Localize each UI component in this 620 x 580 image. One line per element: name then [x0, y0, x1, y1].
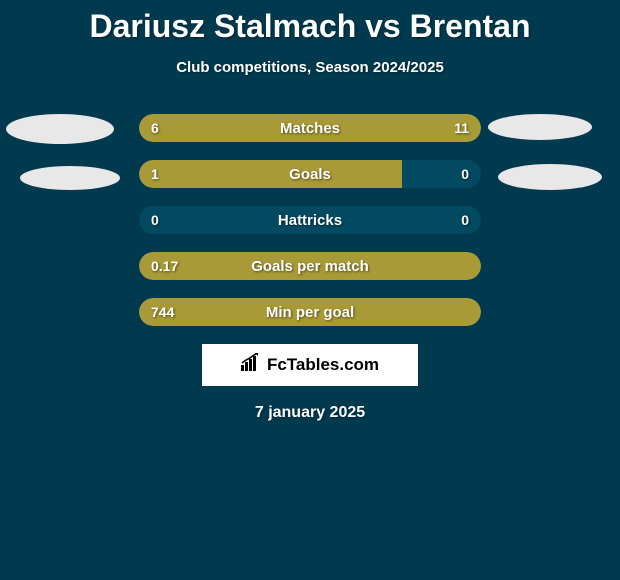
chart-icon — [241, 353, 263, 378]
page-title: Dariusz Stalmach vs Brentan — [0, 0, 620, 45]
comparison-chart: 6Matches111Goals00Hattricks00.17Goals pe… — [0, 114, 620, 326]
stat-label: Matches — [139, 114, 481, 142]
stat-right-value: 0 — [461, 206, 469, 234]
stat-label: Goals — [139, 160, 481, 188]
team-ellipse-3 — [498, 164, 602, 190]
stat-row-hattricks: 0Hattricks0 — [139, 206, 481, 234]
stat-right-value: 0 — [461, 160, 469, 188]
team-ellipse-1 — [488, 114, 592, 140]
rows-container: 6Matches111Goals00Hattricks00.17Goals pe… — [0, 114, 620, 326]
stat-row-goals: 1Goals0 — [139, 160, 481, 188]
stat-row-goals-per-match: 0.17Goals per match — [139, 252, 481, 280]
team-ellipse-2 — [20, 166, 120, 190]
stat-right-value: 11 — [454, 114, 469, 142]
stat-label: Hattricks — [139, 206, 481, 234]
subtitle: Club competitions, Season 2024/2025 — [0, 59, 620, 76]
branding-box: FcTables.com — [202, 344, 418, 386]
date-text: 7 january 2025 — [0, 404, 620, 422]
team-ellipse-0 — [6, 114, 114, 144]
stat-row-matches: 6Matches11 — [139, 114, 481, 142]
stat-label: Min per goal — [139, 298, 481, 326]
stat-label: Goals per match — [139, 252, 481, 280]
stat-row-min-per-goal: 744Min per goal — [139, 298, 481, 326]
branding-text: FcTables.com — [267, 355, 379, 375]
